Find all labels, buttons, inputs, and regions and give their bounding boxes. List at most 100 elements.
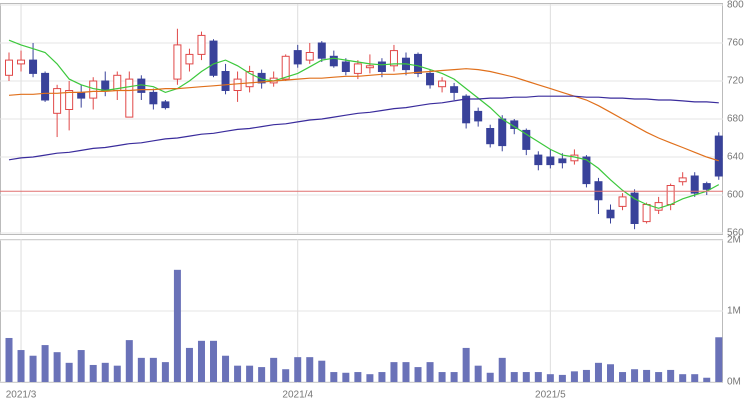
volume-bar	[619, 372, 627, 382]
candle-body	[65, 90, 74, 110]
volume-bar	[522, 372, 530, 382]
volume-bar	[29, 355, 37, 382]
candle-body	[522, 129, 531, 150]
candle-body	[149, 91, 158, 105]
volume-bar	[486, 372, 494, 382]
candle-body	[426, 72, 435, 86]
volume-bar	[450, 372, 458, 382]
volume-bar	[691, 374, 699, 382]
volume-bar	[390, 362, 398, 382]
candle-body	[365, 65, 374, 69]
candle-body	[414, 53, 423, 74]
candle-body	[125, 78, 134, 118]
candle-body	[245, 71, 254, 88]
candle-body	[317, 42, 326, 59]
volume-bar	[173, 269, 181, 382]
volume-bar	[510, 372, 518, 382]
volume-bar	[655, 372, 663, 382]
y-tick-label: 760	[727, 38, 744, 49]
volume-bar	[185, 347, 193, 382]
candle-body	[462, 95, 471, 124]
y-tick-label: 720	[727, 76, 744, 87]
candle-body	[17, 59, 26, 65]
candle-body	[233, 78, 242, 91]
volume-bar	[366, 374, 374, 382]
candle-body	[293, 50, 302, 65]
x-tick-label: 2021/3	[6, 390, 37, 400]
volume-bar	[354, 372, 362, 382]
candle-body	[582, 156, 591, 185]
candle-body	[185, 53, 194, 65]
moving-average-line	[8, 39, 720, 209]
candle-body	[377, 61, 386, 72]
volume-bar	[414, 367, 422, 382]
volume-bar	[679, 374, 687, 382]
volume-bar	[607, 364, 614, 382]
volume-bar	[137, 357, 145, 382]
candle-body	[450, 86, 459, 93]
volume-bar	[534, 372, 542, 382]
candle-body	[5, 59, 13, 76]
volume-bar	[89, 364, 97, 382]
volume-bar	[318, 360, 326, 382]
volume-bar	[306, 357, 314, 382]
moving-average-line	[8, 68, 719, 162]
candle-body	[257, 72, 266, 84]
candle-body	[618, 196, 627, 207]
volume-bar	[101, 362, 109, 382]
volume-bar	[715, 337, 723, 382]
candle-body	[209, 40, 218, 76]
candle-body	[41, 72, 50, 101]
volume-bar	[197, 340, 205, 382]
volume-bar	[667, 369, 675, 382]
moving-average-line	[8, 95, 719, 161]
volume-bar	[210, 340, 218, 382]
candle-body	[666, 185, 675, 205]
y-tick-label: 1M	[727, 306, 741, 317]
volume-bar	[594, 362, 602, 382]
volume-bar	[546, 374, 554, 382]
volume-bar	[462, 347, 470, 382]
volume-bar	[378, 372, 386, 382]
y-tick-label: 600	[727, 190, 744, 201]
candle-body	[714, 135, 723, 177]
volume-bar	[282, 369, 290, 382]
candle-body	[546, 156, 555, 166]
candle-body	[486, 128, 495, 145]
volume-bar	[294, 357, 302, 382]
volume-bar	[582, 369, 590, 382]
volume-bar	[402, 362, 410, 382]
y-tick-label: 680	[727, 114, 744, 125]
candle-body	[173, 44, 182, 80]
volume-bar	[558, 374, 566, 382]
y-tick-label: 2M	[727, 235, 741, 246]
x-tick-label: 2021/4	[282, 390, 313, 400]
candle-body	[690, 175, 699, 194]
x-tick-label: 2021/5	[535, 390, 566, 400]
volume-bar	[270, 357, 278, 382]
volume-bar	[149, 357, 157, 382]
volume-bar	[246, 365, 254, 382]
candle-body	[197, 34, 206, 55]
candle-body	[161, 101, 170, 109]
candle-body	[642, 204, 651, 223]
volume-bar	[234, 365, 242, 382]
volume-bar	[703, 377, 711, 382]
candle-body	[389, 50, 398, 67]
candle-body	[558, 158, 567, 164]
y-tick-label: 560	[727, 228, 744, 239]
candle-body	[341, 61, 350, 72]
volume-bar	[161, 362, 169, 382]
volume-bar	[258, 367, 266, 382]
candle-body	[353, 63, 362, 74]
volume-bar	[498, 357, 506, 382]
y-tick-label: 0M	[727, 377, 741, 388]
volume-bar	[41, 345, 49, 382]
candle-body	[474, 110, 483, 122]
volume-bar	[342, 372, 350, 382]
y-tick-label: 640	[727, 152, 744, 163]
volume-bar	[5, 337, 13, 382]
candle-body	[305, 52, 314, 61]
